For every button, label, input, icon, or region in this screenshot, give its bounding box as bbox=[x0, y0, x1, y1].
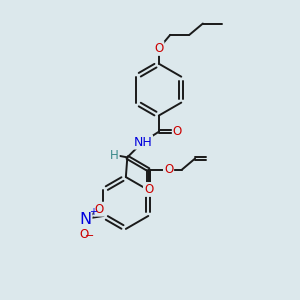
Text: O: O bbox=[144, 183, 153, 196]
Text: H: H bbox=[110, 149, 119, 162]
Text: O: O bbox=[154, 42, 164, 55]
Text: +: + bbox=[89, 207, 97, 217]
Text: N: N bbox=[79, 212, 91, 227]
Text: O: O bbox=[164, 163, 173, 176]
Text: O: O bbox=[95, 203, 104, 216]
Text: O: O bbox=[79, 228, 88, 241]
Text: NH: NH bbox=[133, 136, 152, 148]
Text: −: − bbox=[85, 231, 94, 241]
Text: O: O bbox=[173, 125, 182, 138]
